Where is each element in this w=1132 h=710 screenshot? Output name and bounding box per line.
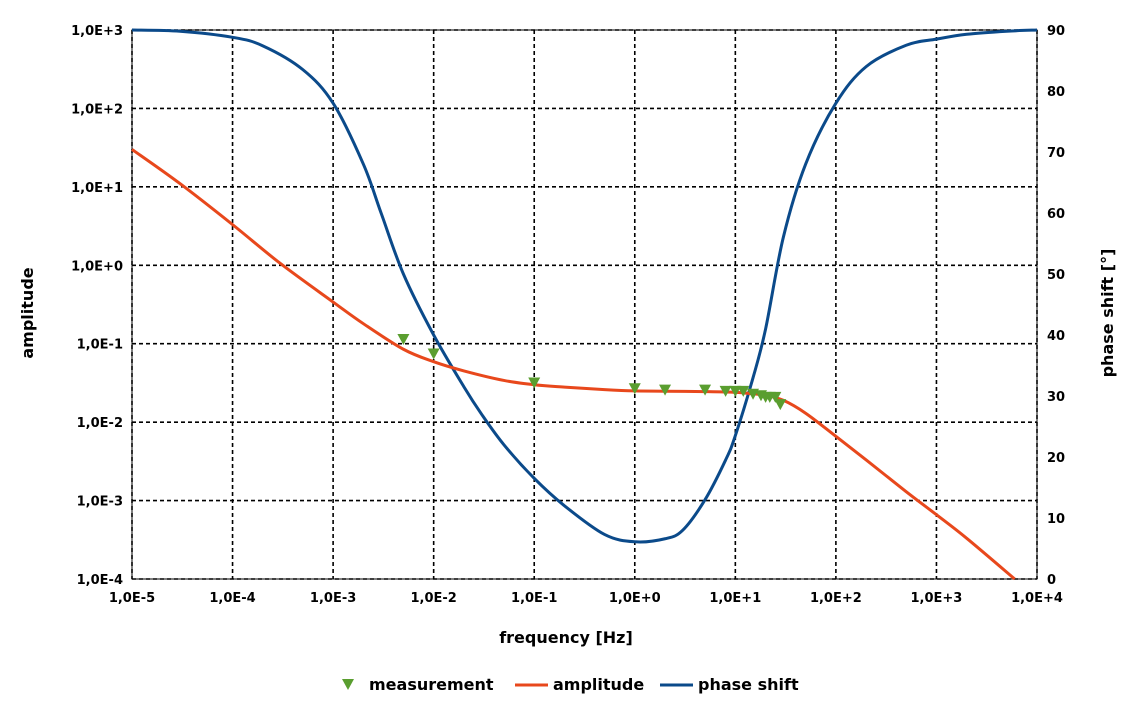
y-tick-label: 1,0E+2 — [71, 102, 123, 117]
measurement-point — [528, 377, 541, 389]
measurement-point — [719, 385, 732, 397]
phase-shift-line — [131, 28, 1038, 544]
plot-frame — [131, 29, 1038, 580]
grid — [131, 29, 1038, 580]
y2-tick-label: 50 — [1047, 268, 1065, 283]
y-tick-label: 1,0E+3 — [71, 24, 123, 39]
x-tick-label: 1,0E+3 — [911, 591, 963, 606]
measurement-point — [397, 333, 410, 345]
y-tick-label: 1,0E-2 — [77, 416, 123, 431]
x-tick-label: 1,0E+4 — [1011, 591, 1063, 606]
legend-measurement-label: measurement — [369, 675, 494, 694]
measurement-point — [427, 348, 440, 360]
x-tick-label: 1,0E-1 — [511, 591, 557, 606]
x-tick-label: 1,0E-4 — [209, 591, 255, 606]
legend-phase-shift-label: phase shift — [698, 675, 799, 694]
legend-measurement-marker — [342, 679, 354, 690]
x-tick-label: 1,0E-3 — [310, 591, 356, 606]
x-tick-label: 1,0E+1 — [709, 591, 761, 606]
y2-tick-label: 20 — [1047, 451, 1065, 466]
legend: measurement amplitude phase shift — [342, 675, 799, 694]
y-tick-label: 1,0E-1 — [77, 338, 123, 353]
y-axis-title: amplitude — [18, 267, 37, 358]
y2-tick-label: 60 — [1047, 207, 1065, 222]
x-tick-label: 1,0E-2 — [410, 591, 456, 606]
x-tick-label: 1,0E+2 — [810, 591, 862, 606]
y-tick-label: 1,0E+0 — [71, 259, 123, 274]
tick-labels: 1,0E-5 1,0E-4 1,0E-3 1,0E-2 1,0E-1 1,0E+0 1,0E… — [71, 24, 1065, 606]
y2-tick-label: 90 — [1047, 24, 1065, 39]
x-tick-label: 1,0E+0 — [609, 591, 661, 606]
y2-tick-label: 0 — [1047, 573, 1056, 588]
measurement-point — [774, 399, 787, 411]
y2-tick-label: 10 — [1047, 512, 1065, 527]
measurement-point — [729, 385, 742, 397]
measurement-point — [737, 385, 750, 397]
x-axis-title: frequency [Hz] — [499, 628, 633, 647]
measurement-point — [769, 391, 782, 403]
y2-tick-label: 80 — [1047, 85, 1065, 100]
plot-series — [131, 28, 1038, 581]
y-tick-label: 1,0E+1 — [71, 181, 123, 196]
legend-amplitude-label: amplitude — [553, 675, 644, 694]
y2-axis-title: phase shift [°] — [1098, 249, 1117, 378]
x-tick-label: 1,0E-5 — [109, 591, 155, 606]
measurement-point — [628, 383, 641, 395]
measurement-point — [699, 384, 712, 396]
y2-tick-label: 30 — [1047, 390, 1065, 405]
y-tick-label: 1,0E-3 — [77, 495, 123, 510]
measurement-point — [659, 384, 672, 396]
y2-tick-label: 70 — [1047, 146, 1065, 161]
y2-tick-label: 40 — [1047, 329, 1065, 344]
y-tick-label: 1,0E-4 — [77, 573, 123, 588]
